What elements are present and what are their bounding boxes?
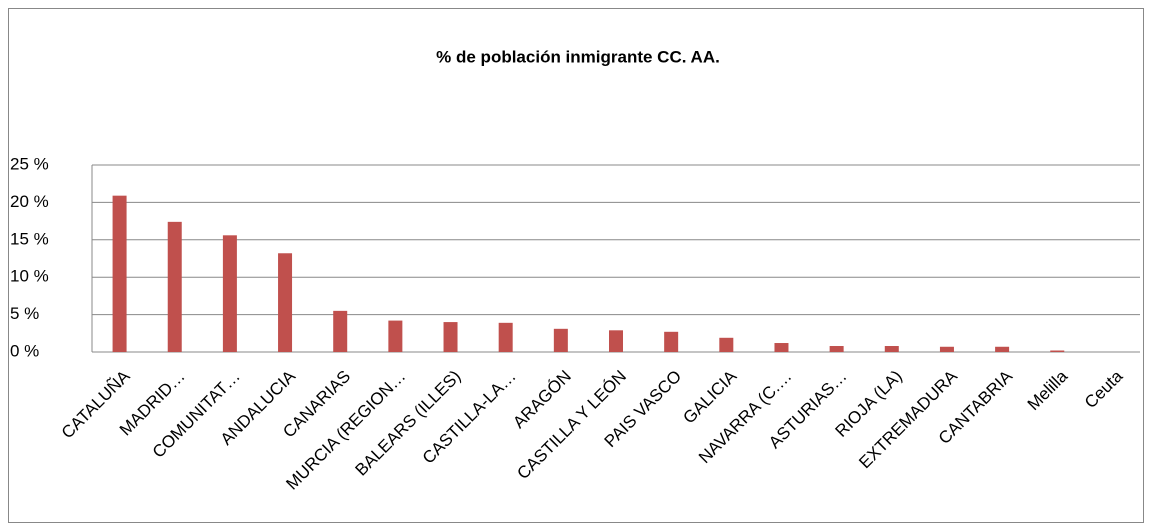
bar	[112, 195, 127, 352]
bar	[222, 235, 237, 352]
bar	[443, 322, 458, 352]
y-tick-label: 5 %	[10, 304, 39, 323]
bar	[939, 346, 954, 352]
bar	[995, 346, 1010, 352]
bar	[884, 346, 899, 352]
y-tick-label: 25 %	[10, 154, 49, 173]
bar	[278, 253, 293, 352]
bar	[609, 330, 623, 352]
bar	[664, 331, 679, 352]
bar	[553, 328, 568, 352]
chart-border	[8, 8, 1144, 523]
y-tick-label: 20 %	[10, 192, 49, 211]
bar	[774, 343, 789, 352]
bar	[388, 320, 403, 352]
bar	[719, 337, 734, 352]
y-tick-label: 15 %	[10, 229, 49, 248]
bar	[829, 346, 844, 352]
bar	[498, 322, 513, 352]
y-tick-label: 10 %	[10, 267, 49, 286]
y-tick-label: 0 %	[10, 341, 39, 360]
bar	[1050, 350, 1065, 352]
bar	[333, 310, 348, 352]
bar	[167, 221, 182, 352]
chart-title: % de población inmigrante CC. AA.	[436, 47, 720, 66]
